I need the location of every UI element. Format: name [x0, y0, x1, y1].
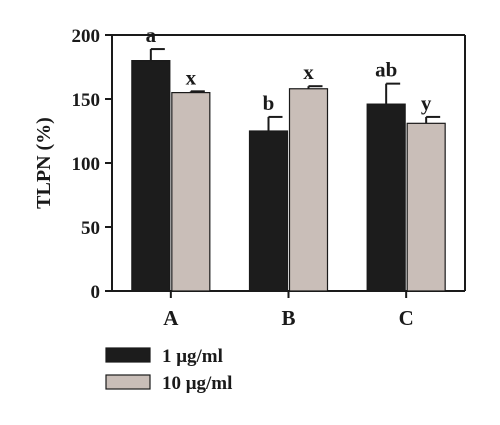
significance-label: a	[146, 23, 157, 47]
bar-series1-C	[366, 103, 406, 292]
bar-series2-A	[171, 91, 211, 292]
legend: 1 μg/ml 10 μg/ml	[105, 346, 232, 394]
bar-series2-B	[288, 88, 329, 292]
significance-label: y	[421, 91, 432, 115]
significance-label: x	[186, 65, 197, 89]
significance-label: ab	[375, 58, 397, 82]
x-tick-label: B	[281, 306, 295, 330]
axes: 0 50 100 150 200 TLPN (%) A B C	[33, 26, 466, 330]
bars	[131, 48, 446, 292]
y-tick-label: 0	[91, 282, 101, 303]
bar-series2-C	[406, 122, 446, 292]
y-tick-label: 150	[72, 90, 101, 111]
x-tick-label: A	[163, 306, 179, 330]
bar-labels: a x b x aby	[146, 23, 432, 115]
significance-label: x	[303, 60, 314, 84]
bar-series1-A	[131, 59, 171, 292]
legend-label: 1 μg/ml	[162, 346, 223, 367]
significance-label: b	[263, 91, 275, 115]
legend-swatch	[105, 374, 151, 390]
legend-swatch	[105, 347, 151, 363]
y-tick-label: 100	[72, 154, 101, 175]
y-tick-label: 200	[72, 26, 101, 47]
legend-label: 10 μg/ml	[162, 373, 232, 394]
x-tick-label: C	[399, 306, 414, 330]
y-axis-label: TLPN (%)	[33, 117, 55, 209]
y-tick-label: 50	[81, 218, 100, 239]
bar-series1-B	[248, 130, 289, 292]
